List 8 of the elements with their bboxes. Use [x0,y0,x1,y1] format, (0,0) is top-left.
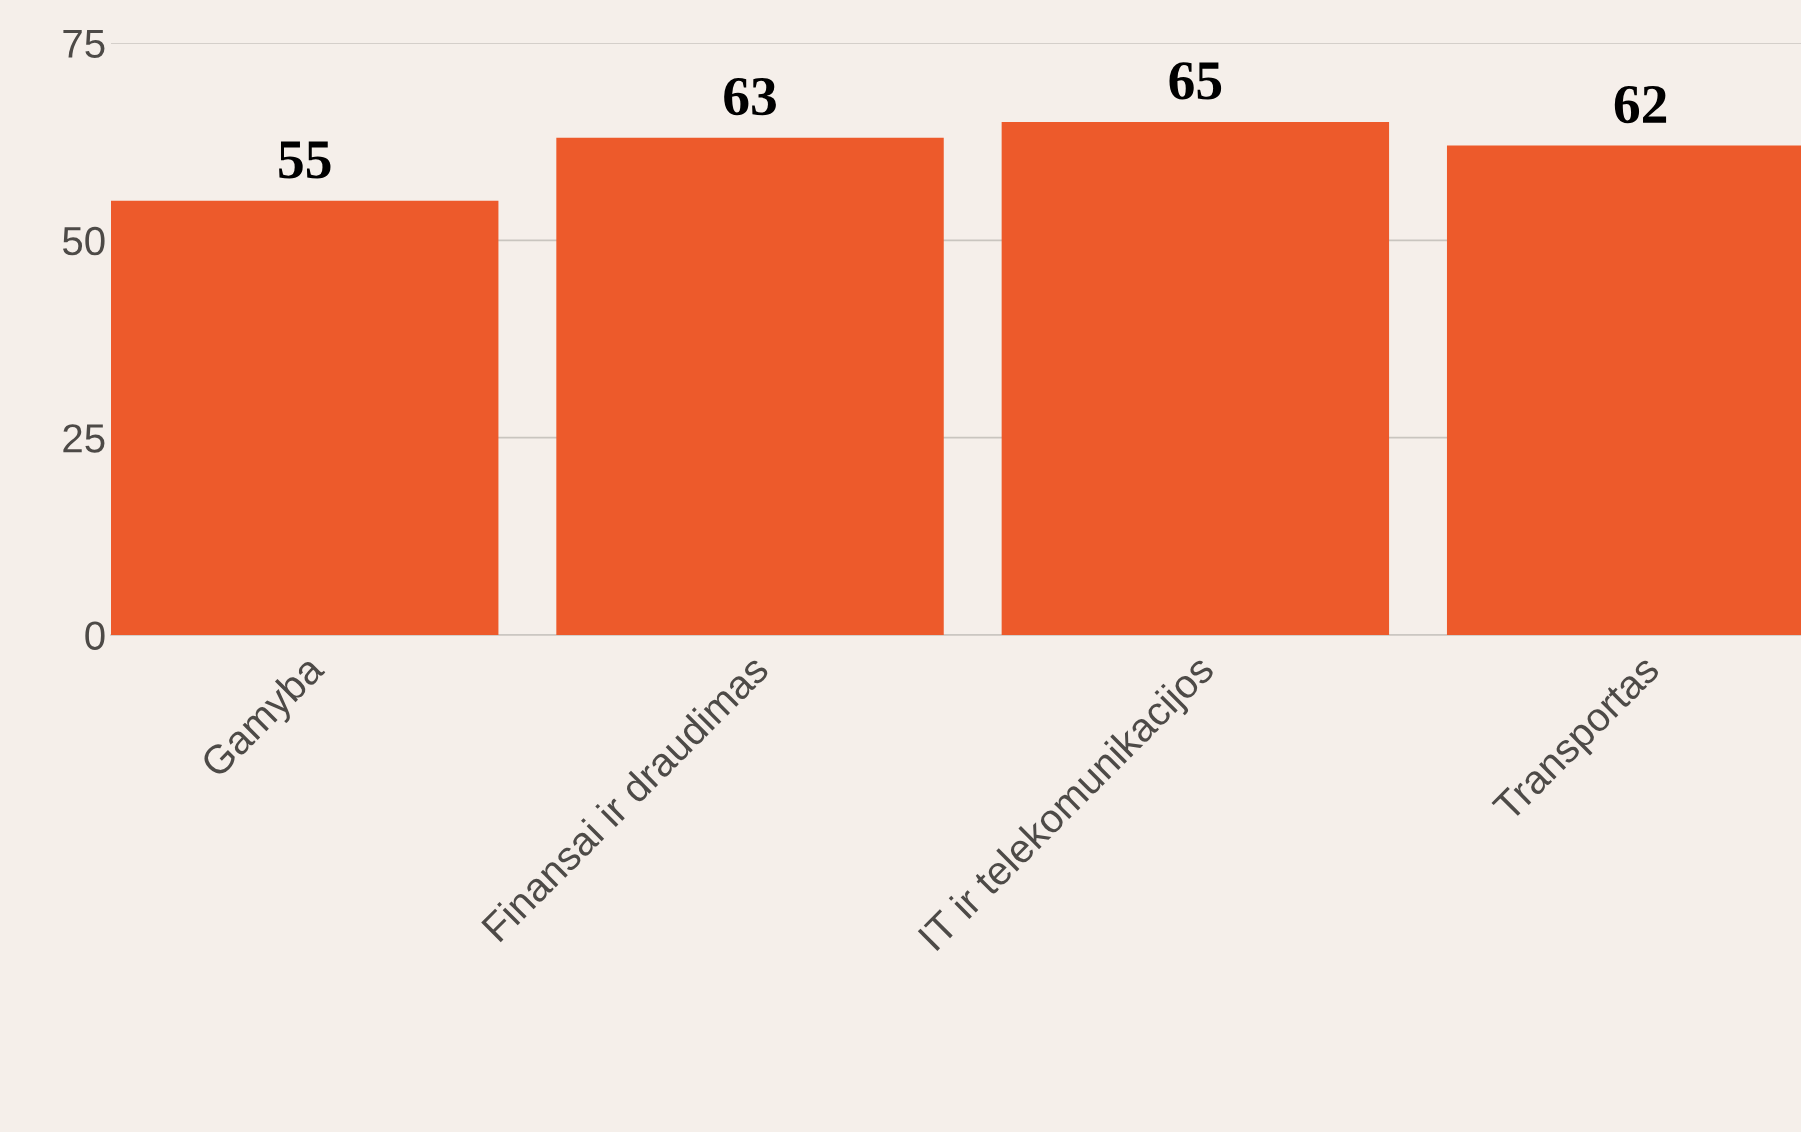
y-tick-label: 25 [63,424,105,453]
y-tick-label: 50 [62,226,105,256]
data-label: 65 [1169,62,1222,100]
y-tick-label: 75 [63,29,105,58]
y-tick-label: 0 [85,621,105,650]
data-label: 63 [724,77,776,116]
data-label: 62 [1614,85,1667,124]
data-label: 55 [279,141,331,179]
